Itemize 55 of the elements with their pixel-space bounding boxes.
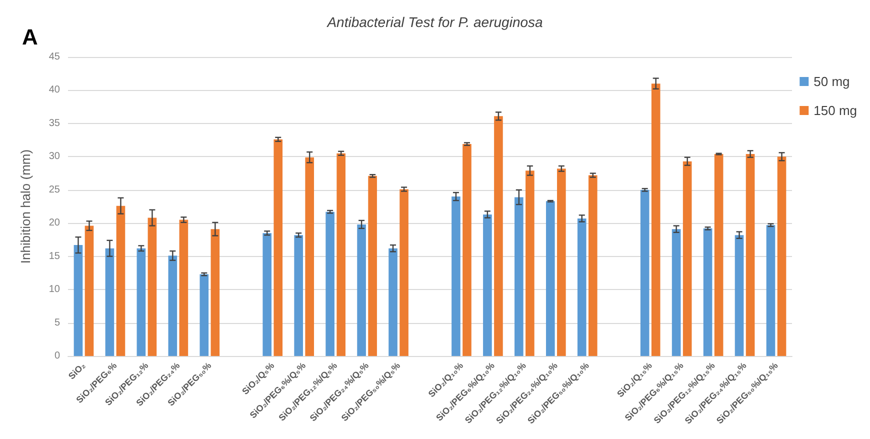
bar [200, 274, 209, 356]
bar [546, 201, 555, 356]
bar [116, 206, 126, 356]
bar [168, 256, 178, 356]
bar [452, 196, 460, 356]
bar [640, 190, 650, 356]
bar [672, 229, 681, 356]
y-tick-label: 5 [54, 317, 60, 328]
y-tick-label: 10 [48, 284, 60, 296]
bar [682, 161, 692, 356]
y-axis-title: Inhibition halo (mm) [18, 149, 33, 264]
bar [588, 175, 598, 356]
text: A [22, 24, 38, 50]
bar [703, 228, 712, 356]
bar [326, 212, 334, 356]
bar [274, 139, 283, 356]
bar [514, 197, 524, 356]
chart-title: Antibacterial Test for P. aeruginosa [326, 14, 544, 30]
bar [557, 168, 566, 356]
bar [210, 229, 220, 356]
bar [305, 157, 314, 356]
y-tick-label: 45 [48, 52, 60, 62]
bar [84, 226, 94, 356]
y-tick-label: 15 [48, 250, 60, 262]
legend-label: 150 mg [814, 103, 858, 118]
bar [746, 154, 755, 356]
y-tick-label: 35 [48, 118, 60, 129]
bar [368, 176, 377, 356]
bar [462, 144, 472, 356]
bar [388, 248, 398, 356]
bar [262, 233, 272, 356]
y-tick-label: 25 [48, 184, 60, 196]
bar [105, 248, 114, 356]
legend-label: 50 mg [814, 74, 850, 89]
y-tick-label: 30 [48, 151, 60, 162]
bar [294, 235, 303, 356]
y-tick-label: 0 [54, 350, 60, 362]
bar [483, 214, 492, 356]
bar [494, 116, 503, 356]
bar [148, 218, 157, 356]
bar [179, 220, 188, 356]
bar [74, 245, 83, 356]
y-tick-label: 20 [48, 218, 60, 229]
bar [577, 218, 586, 356]
bar [734, 235, 744, 356]
bar [777, 156, 786, 356]
bar [714, 154, 724, 356]
bar [766, 225, 776, 356]
y-tick-label: 40 [48, 84, 60, 96]
bar [526, 170, 534, 356]
bar [400, 189, 408, 356]
bar [357, 224, 366, 356]
bar [651, 84, 660, 356]
bar [336, 153, 346, 356]
bar [136, 248, 146, 356]
